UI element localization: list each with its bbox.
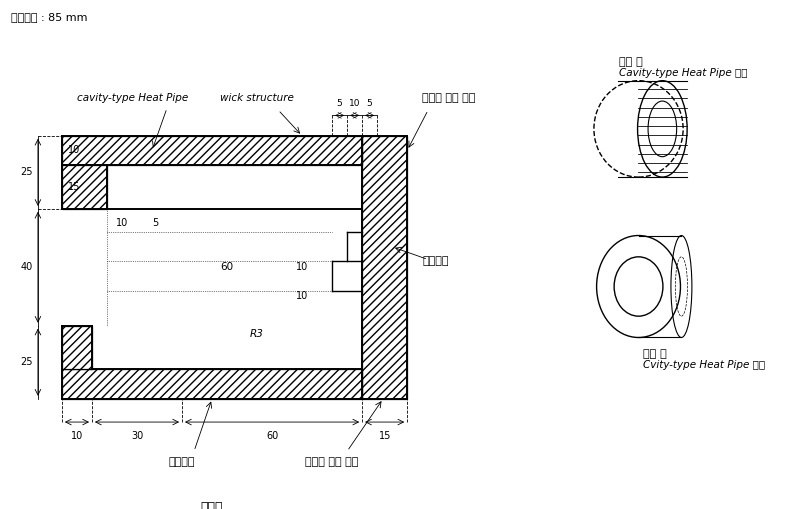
Text: 열교환 매체 출구: 열교환 매체 출구 (422, 93, 476, 103)
Text: 10: 10 (68, 146, 80, 155)
Text: 60: 60 (266, 431, 278, 441)
Polygon shape (62, 326, 92, 370)
Text: 단면도: 단면도 (201, 501, 223, 509)
Text: 30: 30 (131, 431, 143, 441)
Text: 열교환 매체 입구: 열교환 매체 입구 (305, 457, 359, 467)
Text: R3: R3 (250, 329, 264, 340)
Text: 15: 15 (68, 182, 80, 192)
Polygon shape (362, 136, 407, 399)
Text: 내부길이 : 85 mm: 내부길이 : 85 mm (12, 12, 88, 22)
Text: 25: 25 (20, 357, 33, 367)
Text: 25: 25 (20, 167, 33, 177)
Text: 40: 40 (20, 262, 33, 272)
Polygon shape (62, 165, 107, 209)
Text: 동형 뷰: 동형 뷰 (643, 349, 667, 359)
Text: 열교환부: 열교환부 (422, 257, 449, 266)
Polygon shape (62, 370, 362, 399)
Text: 동형 뷰: 동형 뷰 (619, 57, 643, 67)
Text: 10: 10 (349, 99, 360, 108)
Text: Cvity-type Heat Pipe 전면: Cvity-type Heat Pipe 전면 (643, 360, 765, 371)
Text: 60: 60 (221, 262, 234, 272)
Text: cavity-type Heat Pipe: cavity-type Heat Pipe (77, 93, 188, 103)
Polygon shape (62, 136, 362, 165)
Text: 5: 5 (337, 99, 342, 108)
Text: wick structure: wick structure (220, 93, 294, 103)
Text: 5: 5 (367, 99, 373, 108)
Text: 10: 10 (296, 262, 309, 272)
Text: 10: 10 (116, 218, 128, 229)
Text: 5: 5 (152, 218, 159, 229)
Text: 15: 15 (378, 431, 391, 441)
Text: 10: 10 (296, 292, 309, 301)
Text: 열접압부: 열접압부 (169, 457, 195, 467)
Text: 10: 10 (71, 431, 83, 441)
Text: Cavity-type Heat Pipe 후면: Cavity-type Heat Pipe 후면 (619, 68, 748, 78)
